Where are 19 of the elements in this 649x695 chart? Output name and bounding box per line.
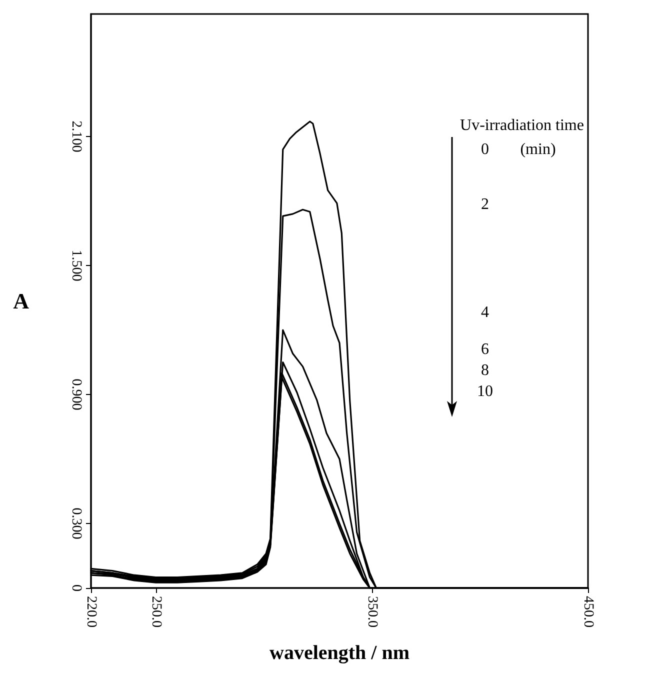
- x-tick-label: 220.0: [84, 596, 98, 628]
- annotation: 8: [481, 362, 489, 380]
- y-tick-label: 1.500: [68, 250, 84, 282]
- x-tick-label: 250.0: [148, 596, 164, 628]
- annotation: 0: [481, 141, 489, 159]
- annotation: 4: [481, 304, 489, 322]
- y-tick-label: 0.300: [68, 508, 84, 540]
- y-axis-title: A: [13, 288, 30, 314]
- annotation: Uv-irradiation time: [460, 117, 584, 135]
- annotation: (min): [520, 141, 556, 159]
- x-tick-label: 450.0: [580, 596, 596, 628]
- y-tick-label: 0: [68, 584, 84, 592]
- annotation: 10: [477, 383, 493, 401]
- y-tick-label: 0.900: [68, 378, 84, 410]
- x-tick-label: 350.0: [364, 596, 380, 628]
- annotation: 6: [481, 341, 489, 359]
- annotation: 2: [481, 196, 489, 214]
- y-tick-label: 2.100: [68, 120, 84, 152]
- x-axis-title: wavelength / nm: [270, 642, 410, 664]
